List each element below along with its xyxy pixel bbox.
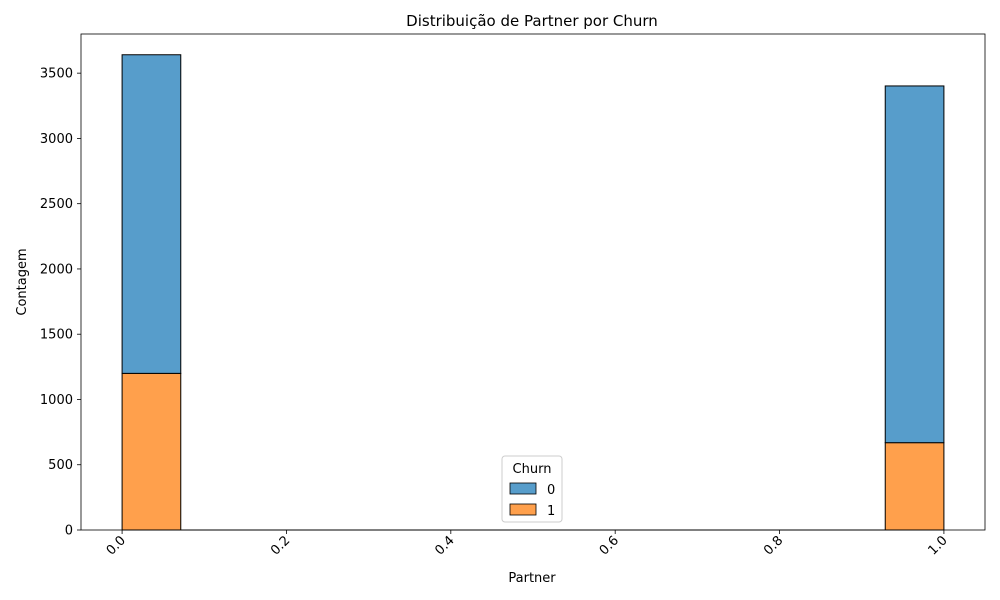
legend-label-0: 0: [547, 483, 555, 498]
x-tick-label: 0.2: [268, 533, 293, 558]
bar-bin1-churn-1: [884, 442, 945, 531]
y-tick-label: 500: [48, 458, 73, 473]
x-axis: 0.0 0.2 0.4 0.6 0.8 1.0: [104, 530, 951, 558]
y-tick-label: 0: [65, 524, 73, 539]
legend-swatch-0: [509, 482, 537, 495]
y-tick-label: 3000: [40, 132, 73, 147]
bar-bin1-churn-0: [884, 85, 945, 444]
y-tick-label: 2000: [40, 262, 73, 277]
x-tick-label: 0.8: [761, 533, 786, 558]
legend-label-1: 1: [547, 504, 555, 519]
x-axis-label: Partner: [508, 571, 556, 586]
chart-title: Distribuição de Partner por Churn: [406, 12, 658, 30]
y-axis-label: Contagem: [15, 248, 30, 315]
legend-title: Churn: [513, 462, 552, 477]
y-tick-label: 2500: [40, 197, 73, 212]
bar-bin0-churn-1: [121, 372, 182, 531]
y-tick-label: 1500: [40, 328, 73, 343]
y-tick-label: 1000: [40, 393, 73, 408]
x-tick-label: 1.0: [926, 533, 951, 558]
y-axis: 0 500 1000 1500 2000 2500 3000 3500: [40, 67, 81, 539]
x-tick-label: 0.0: [104, 533, 129, 558]
y-tick-label: 3500: [40, 67, 73, 82]
bar-bin0-churn-0: [121, 54, 182, 374]
x-tick-label: 0.6: [597, 533, 622, 558]
x-tick-label: 0.4: [432, 533, 457, 558]
legend: Churn 0 1: [501, 455, 563, 523]
legend-swatch-1: [509, 503, 537, 516]
bars-group: [121, 54, 945, 531]
